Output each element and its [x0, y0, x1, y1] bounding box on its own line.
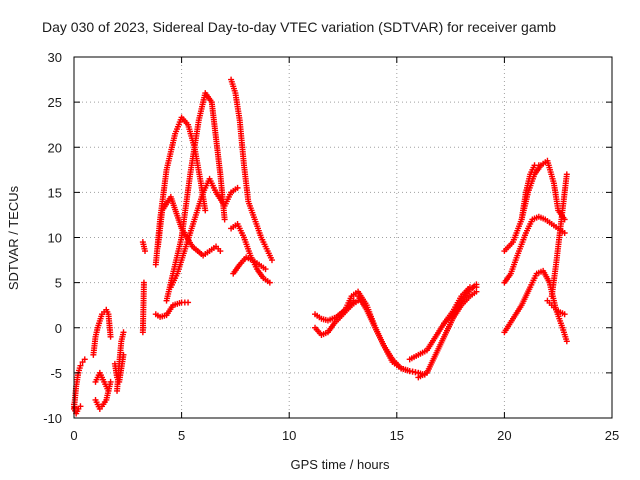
- x-tick-label: 20: [497, 428, 511, 443]
- series-pass-15: [228, 76, 275, 264]
- data-point: [473, 284, 480, 291]
- data-point: [268, 257, 275, 264]
- series-pass-9: [139, 279, 147, 336]
- x-axis-ticks: 0 5 10 15 20 25: [70, 57, 619, 443]
- y-tick-label: 5: [55, 276, 62, 291]
- data-point: [77, 403, 84, 410]
- series-pass-29: [548, 171, 570, 300]
- y-tick-label: 10: [48, 231, 62, 246]
- data-point: [185, 299, 192, 306]
- y-tick-label: 25: [48, 95, 62, 110]
- data-point: [107, 378, 114, 385]
- series-pass-21: [355, 293, 428, 378]
- x-tick-label: 10: [282, 428, 296, 443]
- series-pass-3: [90, 306, 114, 358]
- data-point: [221, 216, 228, 223]
- data-points: [71, 76, 570, 417]
- series-pass-12: [152, 299, 192, 320]
- x-tick-label: 25: [605, 428, 619, 443]
- y-axis-label: SDTVAR / TECUs: [6, 185, 21, 290]
- data-point: [262, 266, 269, 273]
- data-point: [563, 338, 570, 345]
- y-tick-label: 20: [48, 140, 62, 155]
- y-tick-label: -10: [43, 411, 62, 426]
- series-pass-5: [92, 369, 112, 394]
- data-point: [561, 311, 568, 318]
- series-pass-23: [415, 288, 480, 381]
- series-pass-14: [167, 175, 241, 291]
- data-point: [234, 184, 241, 191]
- data-point: [105, 387, 112, 394]
- y-tick-label: -5: [50, 366, 62, 381]
- series-pass-24: [441, 284, 480, 327]
- chart-title: Day 030 of 2023, Sidereal Day-to-day VTE…: [42, 19, 556, 35]
- data-point: [81, 356, 88, 363]
- series-pass-26: [501, 213, 568, 286]
- x-tick-label: 5: [178, 428, 185, 443]
- series-pass-2: [71, 401, 84, 417]
- y-axis-ticks: -10 -5 0 5 10 15 20 25 30: [43, 50, 612, 426]
- data-point: [142, 248, 149, 255]
- data-point: [107, 333, 114, 340]
- series-pass-7: [111, 351, 127, 385]
- x-tick-label: 15: [390, 428, 404, 443]
- series-pass-30: [544, 297, 568, 318]
- data-point: [77, 362, 84, 369]
- y-tick-label: 0: [55, 321, 62, 336]
- y-tick-label: 30: [48, 50, 62, 65]
- series-pass-8: [139, 239, 149, 255]
- series-pass-13: [163, 90, 228, 304]
- data-point: [563, 171, 570, 178]
- y-tick-label: 15: [48, 185, 62, 200]
- series-pass-11: [154, 193, 224, 259]
- data-point: [535, 162, 542, 169]
- x-tick-label: 0: [70, 428, 77, 443]
- x-axis-label: GPS time / hours: [291, 457, 390, 472]
- data-point: [266, 279, 273, 286]
- data-point: [120, 351, 127, 358]
- series-pass-4: [92, 378, 114, 412]
- data-point: [202, 207, 209, 214]
- series-pass-17: [230, 254, 269, 277]
- series-pass-28: [518, 162, 542, 223]
- data-point: [140, 279, 147, 286]
- data-point: [120, 329, 127, 336]
- data-point: [217, 248, 224, 255]
